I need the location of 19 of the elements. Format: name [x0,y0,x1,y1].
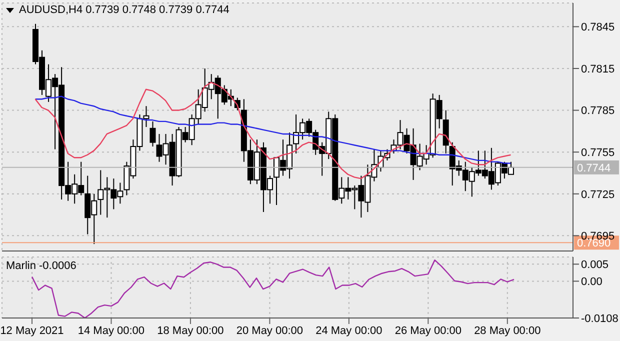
y-tick-label: -0.0108 [581,312,618,325]
y-tick-label: 0.005 [581,259,609,272]
chart-title: AUDUSD,H4 0.7739 0.7748 0.7739 0.7744 [19,4,230,16]
x-tick-label: 26 May 00:00 [394,325,462,338]
y-tick-label: 0.00 [581,276,602,288]
ref-line-label: 0.7744 [577,162,611,174]
x-tick-label: 18 May 00:00 [157,325,224,338]
y-tick-label: 0.7815 [581,63,615,76]
y-tick-label: 0.7785 [581,105,615,118]
y-tick-label: 0.7725 [581,188,615,201]
x-tick-label: 24 May 00:00 [316,325,382,338]
y-tick-label: 0.7845 [581,22,615,34]
x-tick-label: 28 May 00:00 [474,325,541,338]
y-tick-label: 0.7755 [581,146,615,159]
candlestick [150,120,156,148]
x-tick-label: 12 May 2021 [0,325,64,338]
x-tick-label: 14 May 00:00 [78,325,145,338]
chart-title: Marlin -0.0006 [6,260,76,272]
x-tick-label: 20 May 00:00 [236,325,304,338]
